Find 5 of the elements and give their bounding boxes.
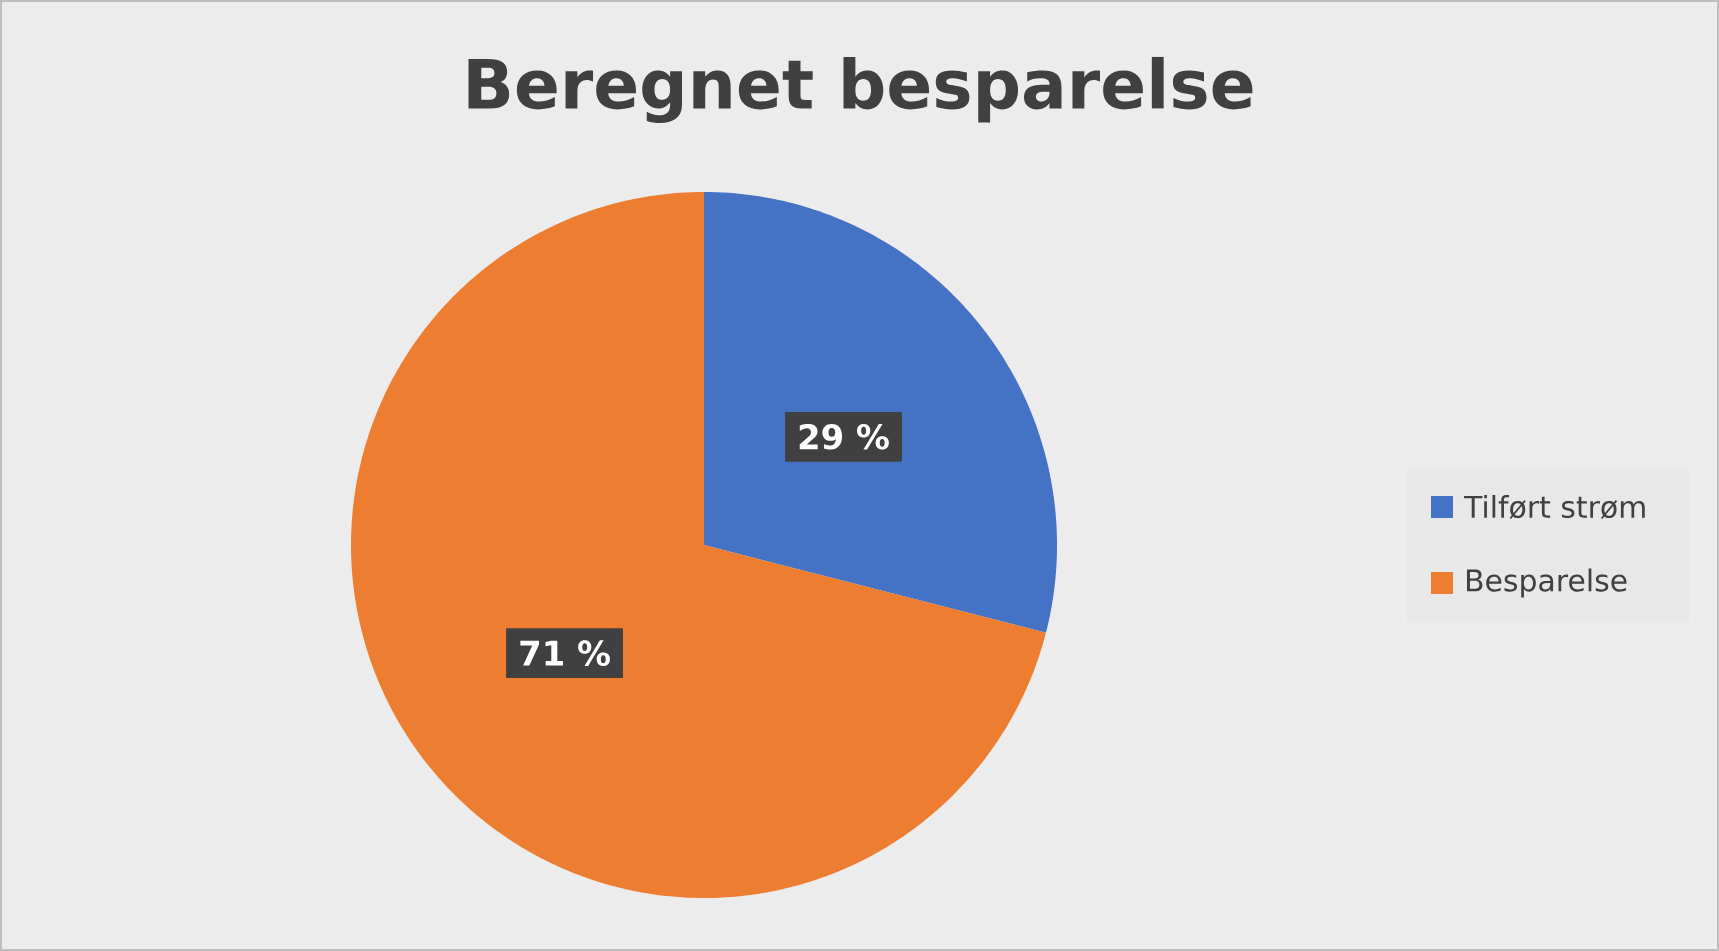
- data-label: 29 %: [799, 423, 889, 450]
- legend-label: Tilført strøm: [1463, 494, 1645, 520]
- legend-label: Besparelse: [1466, 568, 1627, 598]
- chart-title: Beregnet besparelse: [468, 56, 1253, 124]
- data-label: 71 %: [520, 640, 610, 666]
